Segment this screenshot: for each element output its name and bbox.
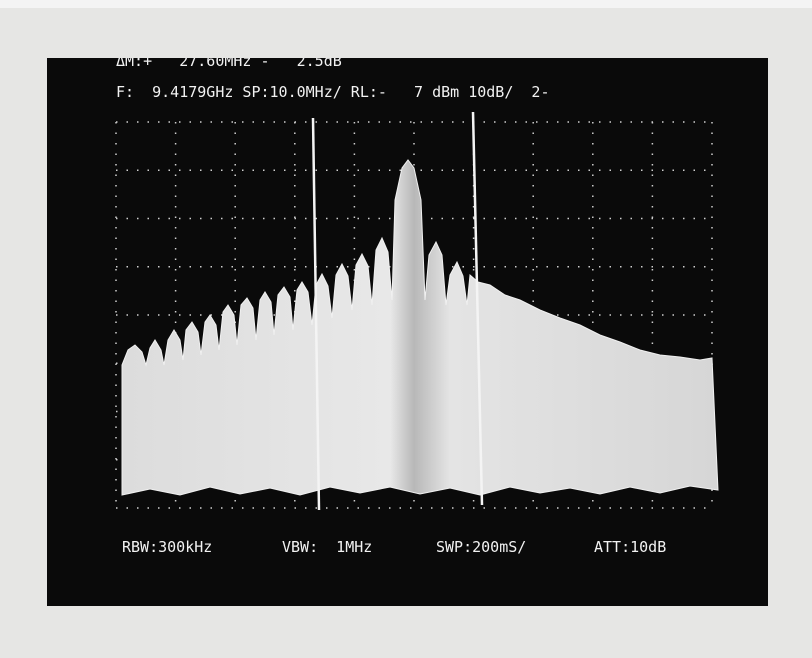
- top-edge: [0, 0, 812, 8]
- marker-line: [471, 111, 484, 506]
- vbw-readout: VBW: 1MHz: [282, 538, 372, 556]
- attenuation-readout: ATT:10dB: [594, 538, 666, 556]
- readout: ΔM:+ 27.60MHz - 2.5dB F: 9.4179GHz SP:10…: [116, 52, 549, 101]
- sweep-readout: SWP:200mS/: [436, 538, 526, 556]
- marker-line: [311, 117, 321, 511]
- delta-marker-readout: ΔM:+ 27.60MHz - 2.5dB: [116, 52, 342, 70]
- rbw-readout: RBW:300kHz: [122, 538, 212, 556]
- spectrum-trace: [121, 159, 719, 496]
- settings-readout: F: 9.4179GHz SP:10.0MHz/ RL:- 7 dBm 10dB…: [116, 83, 549, 101]
